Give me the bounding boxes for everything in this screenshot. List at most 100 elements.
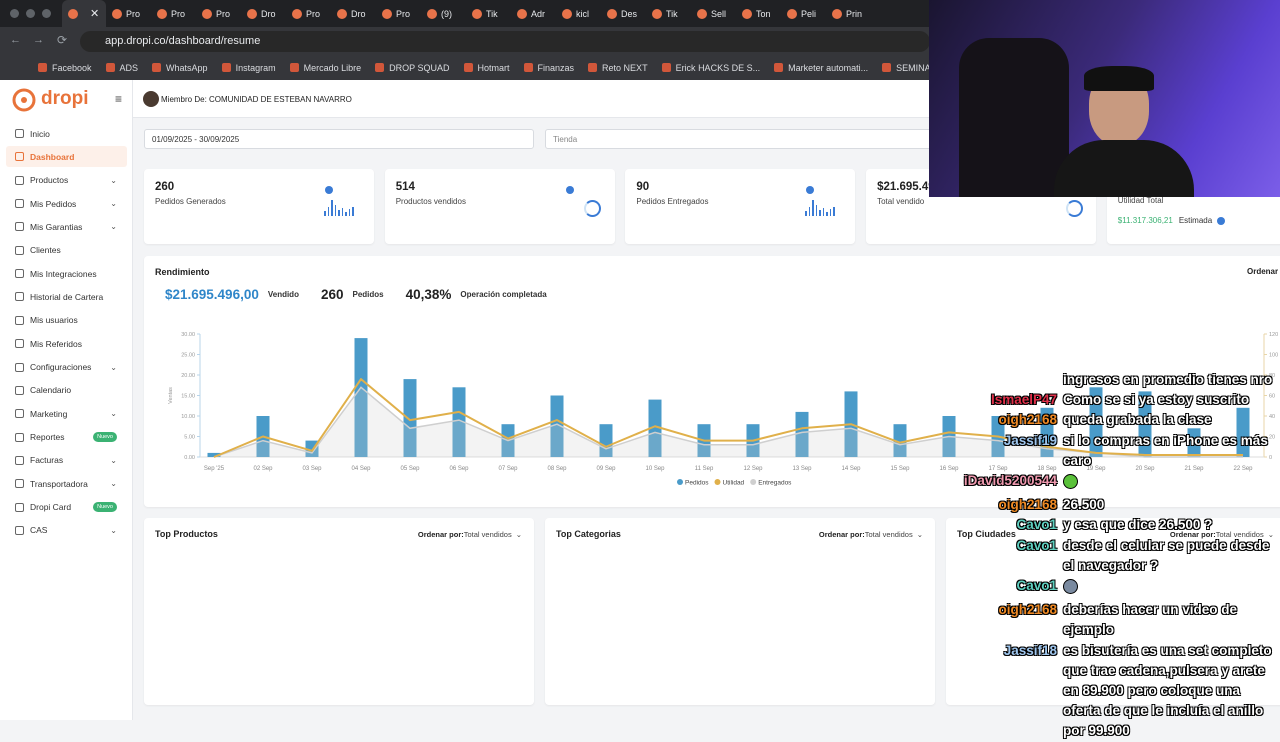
bar <box>893 424 907 457</box>
nav-item[interactable]: Dropi Card Nuevo <box>6 497 127 518</box>
legend-swatch <box>677 479 683 485</box>
help-icon <box>565 186 574 194</box>
nav-item[interactable]: Calendario <box>6 380 127 401</box>
tab[interactable]: Dro <box>331 8 376 19</box>
bookmark[interactable]: Reto NEXT <box>588 63 648 73</box>
bookmark-label: Mercado Libre <box>303 62 362 73</box>
nav-item[interactable]: Mis Garantias ⌄ <box>6 216 127 237</box>
sort-button[interactable]: Ordenar <box>1247 267 1278 276</box>
nav-item[interactable]: Transportadora ⌄ <box>6 473 127 494</box>
tab-icon <box>742 8 752 19</box>
nav-item[interactable]: Dashboard <box>6 146 127 168</box>
tab[interactable]: Prin <box>826 8 871 19</box>
bookmark[interactable]: Hotmart <box>463 63 510 73</box>
nav-item[interactable]: Inicio <box>6 123 127 144</box>
bar <box>452 387 466 457</box>
x-tick-label: 20 Sep <box>1135 466 1155 472</box>
tab-icon <box>697 8 707 19</box>
bookmark[interactable]: WhatsApp <box>152 63 208 73</box>
tab-icon <box>292 8 302 19</box>
nav-item[interactable]: Facturas ⌄ <box>6 450 127 471</box>
nav-caret: ⌄ <box>110 479 117 489</box>
bookmark[interactable]: Instagram <box>221 62 276 73</box>
summary-value: 260 <box>320 287 344 302</box>
nav-item[interactable]: Configuraciones ⌄ <box>6 357 127 378</box>
stat-card: 260 Pedidos Generados <box>144 169 374 244</box>
nav-item[interactable]: Productos ⌄ <box>6 170 127 191</box>
tab-close[interactable]: ✕ <box>90 8 100 20</box>
nav-label: Dashboard <box>30 151 75 162</box>
spark-bar <box>829 209 832 216</box>
tab[interactable]: Tik <box>646 8 691 19</box>
address-bar[interactable]: app.dropi.co/dashboard/resume <box>80 31 930 52</box>
tab[interactable]: Sell <box>691 8 736 19</box>
tab[interactable]: Ton <box>736 8 781 19</box>
tab-icon <box>337 8 347 19</box>
nav-label: Mis Referidos <box>30 338 82 349</box>
chat-user: iDavid5200544 <box>963 473 1057 489</box>
tab[interactable]: Tik <box>466 8 511 19</box>
x-tick-label: 10 Sep <box>645 466 665 472</box>
tab[interactable]: Des <box>601 8 646 19</box>
nav-item[interactable]: Mis Pedidos ⌄ <box>6 193 127 214</box>
nav-item[interactable]: Marketing ⌄ <box>6 403 127 424</box>
sort-control[interactable]: Ordenar por:Total vendidos ⌄ <box>418 530 522 539</box>
bookmark-label: ADS <box>119 62 139 73</box>
chat-user: Cavo1 <box>1016 578 1057 594</box>
legend-label: Entregados <box>758 480 792 487</box>
nav-item[interactable]: Mis usuarios <box>6 310 127 331</box>
tab[interactable]: Dro <box>241 8 286 19</box>
tab[interactable]: ✕ <box>62 0 106 27</box>
tab[interactable]: (9) <box>421 8 466 19</box>
nav-item[interactable]: Mis Referidos <box>6 333 127 354</box>
summary-value: 40,38% <box>405 287 452 302</box>
bookmark[interactable]: DROP SQUAD <box>375 63 450 73</box>
bookmark[interactable]: Mercado Libre <box>289 62 362 73</box>
tab-title: Sell <box>711 8 727 19</box>
reload-button[interactable]: ⟳ <box>57 33 68 47</box>
card-label: Total vendido <box>877 197 925 206</box>
tab-icon <box>202 8 212 19</box>
tab[interactable]: Pro <box>376 8 421 19</box>
bookmark-icon <box>523 63 533 72</box>
tab[interactable]: Pro <box>106 8 151 19</box>
bookmark[interactable]: Facebook <box>38 63 92 73</box>
bookmark[interactable]: Erick HACKS DE S... <box>661 63 760 73</box>
store-select[interactable]: Tienda <box>545 129 935 149</box>
forward-button[interactable]: → <box>33 34 44 46</box>
menu-toggle[interactable]: ≡ <box>115 92 123 106</box>
bookmark[interactable]: ADS <box>105 62 139 73</box>
nav-item[interactable]: Historial de Cartera <box>6 286 127 307</box>
bookmark[interactable]: Marketer automati... <box>774 63 868 73</box>
tab[interactable]: Pro <box>286 8 331 19</box>
spark-bar <box>826 212 828 216</box>
x-tick-label: 17 Sep <box>988 466 1008 472</box>
date-range-input[interactable]: 01/09/2025 - 30/09/2025 <box>144 129 534 149</box>
nav-item[interactable]: CAS ⌄ <box>6 520 127 541</box>
chat-line: oigh2168 deberías hacer un video de ejemp… <box>929 600 1280 640</box>
tab[interactable]: Pro <box>151 8 196 19</box>
sort-control[interactable]: Ordenar por:Total vendidos ⌄ <box>1170 530 1274 539</box>
url-text: app.dropi.co/dashboard/resume <box>105 35 261 47</box>
chat-line: Cavo1 <box>929 576 1280 600</box>
card-value: 90 <box>636 181 650 193</box>
bookmark-label: Instagram <box>235 62 276 73</box>
sort-control[interactable]: Ordenar por:Total vendidos ⌄ <box>819 530 923 539</box>
bookmark[interactable]: Finanzas <box>523 63 574 73</box>
tab[interactable]: kicl <box>556 8 601 19</box>
tab[interactable]: Peli <box>781 8 826 19</box>
hair <box>1084 66 1154 91</box>
nav-item[interactable]: Clientes <box>6 240 127 261</box>
nav-item[interactable]: Mis Integraciones <box>6 263 127 284</box>
sort-label: Ordenar por: <box>417 530 464 539</box>
y-tick-label: 0.00 <box>184 455 195 461</box>
card-label: Pedidos Generados <box>155 197 226 206</box>
tab[interactable]: Pro <box>196 8 241 19</box>
sort-value: Total vendidos <box>463 530 512 539</box>
spark-bar <box>833 207 835 216</box>
tab[interactable]: Adr <box>511 8 556 19</box>
spark-bar <box>815 205 818 216</box>
back-button[interactable]: ← <box>10 34 21 46</box>
chat-line: Cavo1 y esa que dice 26.500 ? <box>929 515 1280 535</box>
nav-item[interactable]: Reportes Nuevo <box>6 427 127 448</box>
